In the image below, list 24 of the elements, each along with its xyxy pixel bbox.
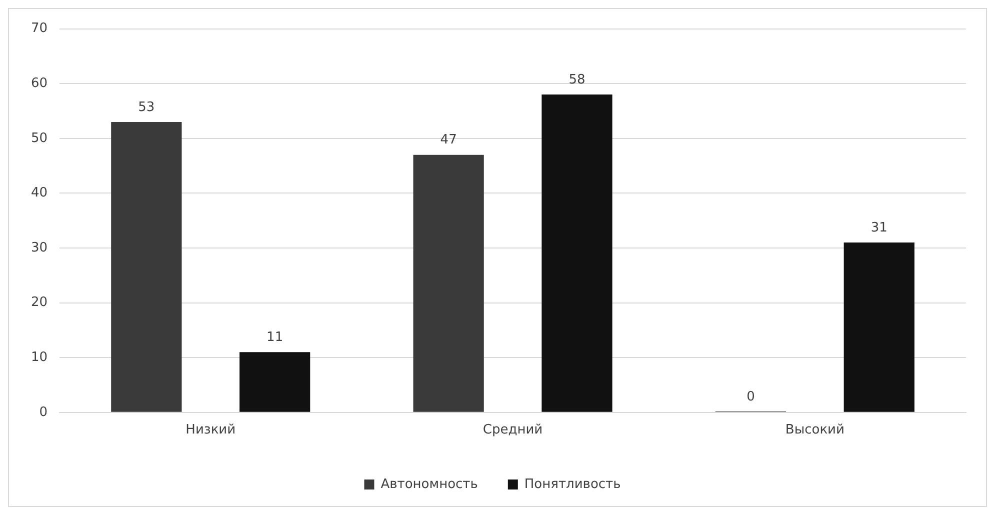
y-tick-label: 10 [30,350,48,365]
y-tick-label: 20 [30,295,48,310]
data-label: 0 [746,389,755,404]
bar [240,352,310,412]
y-tick-label: 30 [30,240,48,256]
bar [111,122,182,412]
y-tick-label: 70 [30,21,48,36]
legend-label: Понятливость [524,476,621,492]
bar [844,242,914,412]
y-tick-label: 60 [30,76,48,91]
x-tick-label: Высокий [785,422,844,438]
data-label: 47 [440,132,457,148]
data-label: 11 [266,330,284,345]
bar [413,154,484,412]
y-tick-label: 40 [30,186,48,201]
x-tick-label: Средний [482,422,543,438]
legend-label: Автономность [380,476,478,492]
data-label: 31 [870,220,888,236]
y-tick-label: 0 [39,404,48,420]
x-tick-label: Низкий [186,422,236,438]
data-label: 58 [568,72,586,88]
bar [542,94,612,412]
y-tick-label: 50 [30,130,48,146]
data-label: 53 [138,100,155,115]
